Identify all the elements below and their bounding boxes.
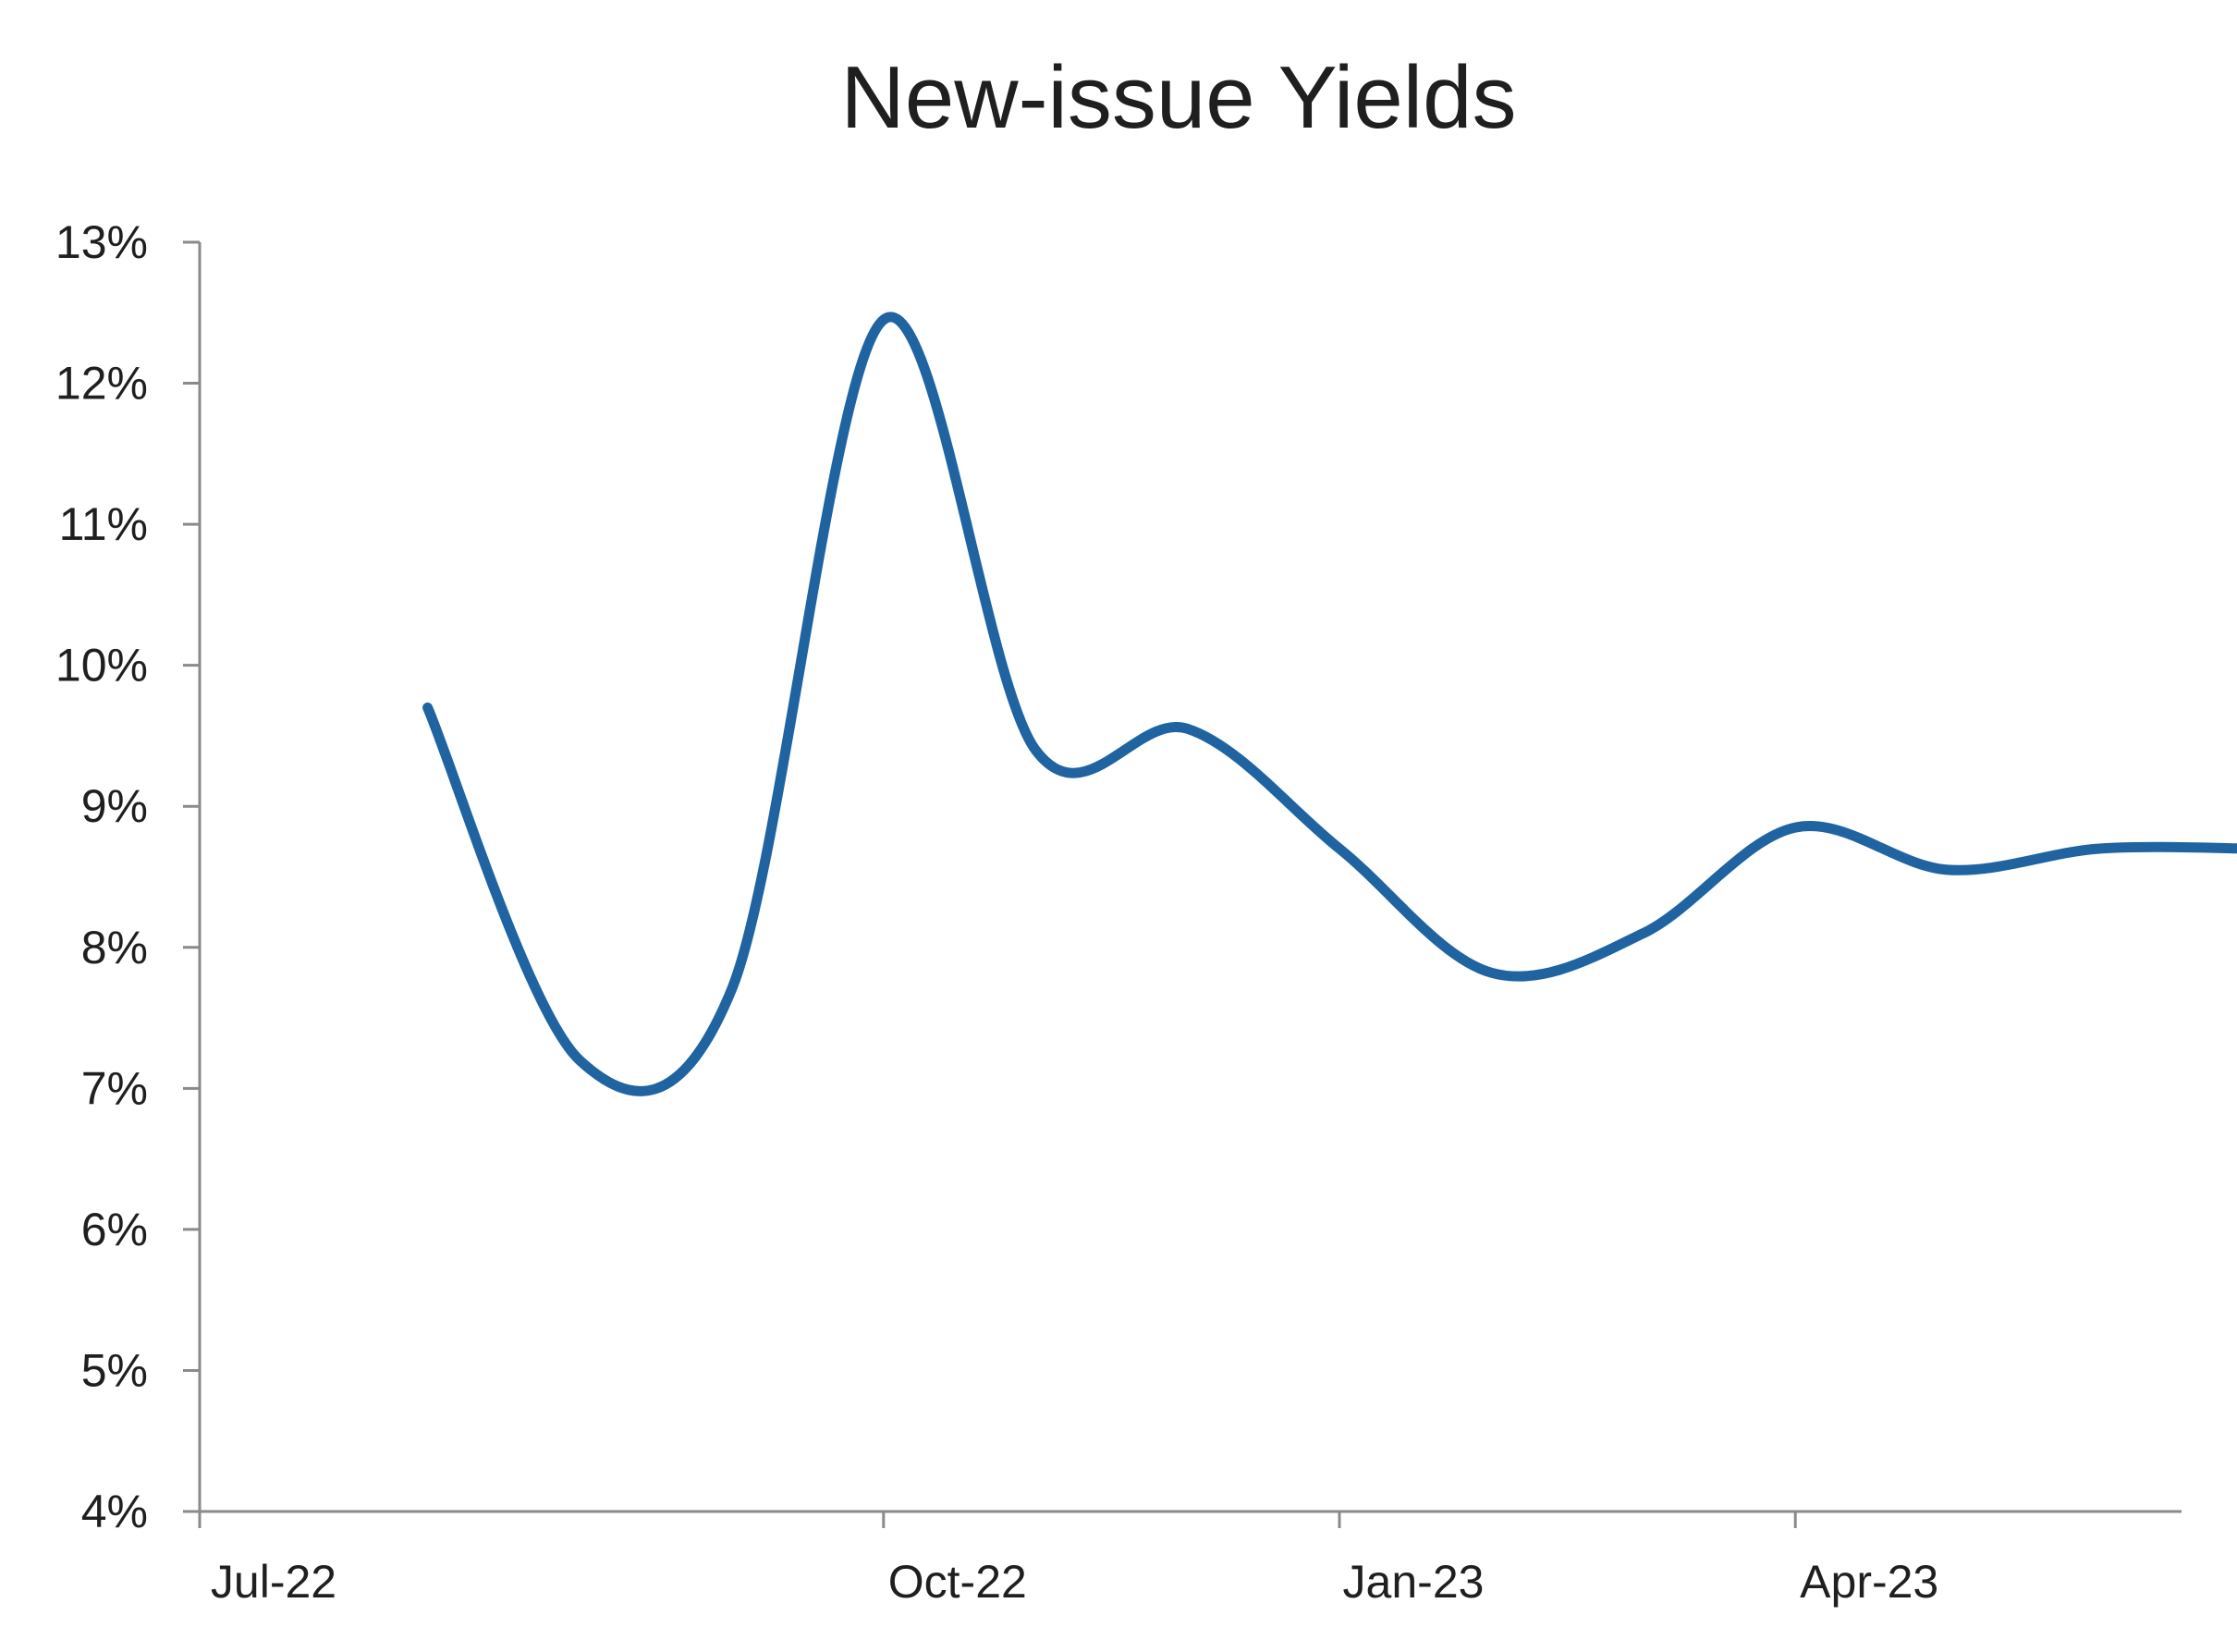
y-tick-label: 6% [81, 1204, 148, 1255]
x-tick-label: Apr-23 [1800, 1556, 1938, 1608]
y-tick-label: 4% [81, 1486, 148, 1537]
x-tick-label: Oct-22 [888, 1556, 1027, 1608]
y-tick-label: 12% [55, 358, 148, 410]
y-tick-label: 9% [81, 780, 148, 832]
x-tick-label: Jul-22 [211, 1556, 336, 1608]
y-tick-label: 13% [55, 216, 148, 268]
y-tick-label: 11% [59, 498, 148, 550]
y-tick-label: 8% [81, 922, 148, 973]
chart-title: New-issue Yields [841, 48, 1517, 147]
y-tick-label: 7% [81, 1062, 148, 1114]
y-tick-label: 10% [55, 640, 148, 691]
y-tick-label: 5% [81, 1344, 148, 1396]
y-axis-ticks: 4% 5% 6% 7% 8% 9% 10% 11% 12% 13% [55, 216, 200, 1537]
series-line [422, 312, 2237, 1096]
x-tick-label: Jan-23 [1343, 1556, 1485, 1608]
series-layer [422, 312, 2237, 1096]
